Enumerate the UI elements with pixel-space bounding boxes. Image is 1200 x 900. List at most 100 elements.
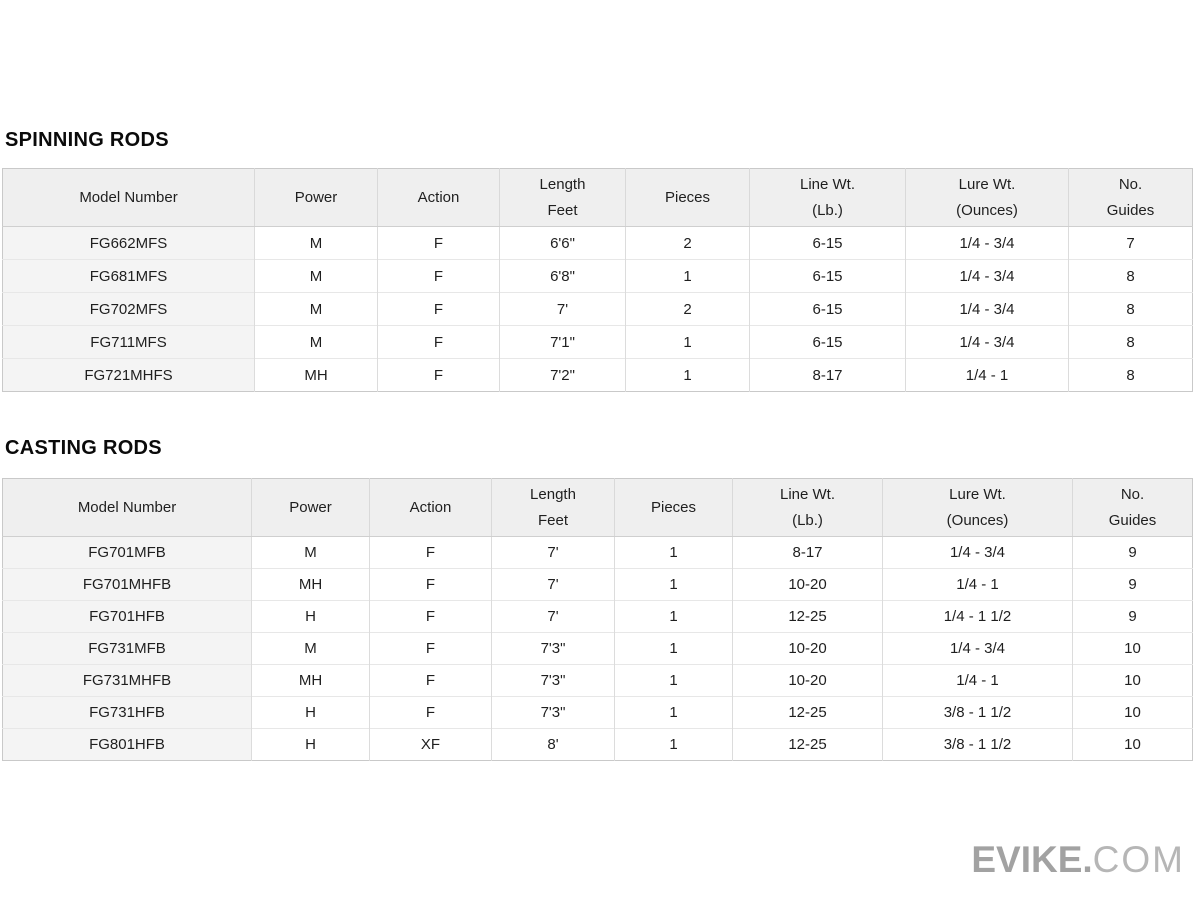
table-cell: FG701HFB (2, 600, 252, 633)
table-cell: M (254, 292, 378, 326)
table-cell: 7'2" (499, 358, 626, 392)
table-cell: 8 (1068, 358, 1193, 392)
table-cell: FG731MHFB (2, 664, 252, 697)
table-cell: 8 (1068, 325, 1193, 359)
casting-rods-title: CASTING RODS (5, 437, 162, 459)
table-cell: F (377, 325, 500, 359)
table-cell: 7' (491, 568, 615, 601)
table-cell: F (369, 568, 492, 601)
table-cell: F (377, 226, 500, 260)
column-header: Pieces (614, 478, 733, 537)
column-header: Length Feet (499, 168, 626, 227)
table-cell: F (377, 358, 500, 392)
spec-table: Model Number Power Action Length Feet Pieces… (2, 168, 1193, 392)
table-row: FG731MFB M F 7'3" 1 10-20 1/4 - 3/4 10 (2, 632, 1193, 665)
table-cell: 12-25 (732, 728, 883, 761)
table-cell: 9 (1072, 536, 1193, 569)
table-cell: 10 (1072, 632, 1193, 665)
table-cell: 6-15 (749, 259, 906, 293)
table-cell: 12-25 (732, 600, 883, 633)
table-cell: FG702MFS (2, 292, 255, 326)
column-header: Model Number (2, 168, 255, 227)
table-cell: 2 (625, 292, 750, 326)
column-header: Pieces (625, 168, 750, 227)
table-cell: 1 (625, 358, 750, 392)
table-cell: 1 (614, 600, 733, 633)
table-cell: 1/4 - 1 (905, 358, 1069, 392)
table-cell: XF (369, 728, 492, 761)
table-cell: 7'3" (491, 664, 615, 697)
table-cell: F (369, 664, 492, 697)
table-cell: FG662MFS (2, 226, 255, 260)
table-cell: 8 (1068, 259, 1193, 293)
evike-watermark: EVIKE.COM (971, 841, 1185, 878)
table-cell: 7'3" (491, 696, 615, 729)
table-cell: 10 (1072, 728, 1193, 761)
table-cell: H (251, 600, 370, 633)
table-row: FG681MFS M F 6'8" 1 6-15 1/4 - 3/4 8 (2, 259, 1193, 293)
table-cell: F (369, 696, 492, 729)
table-row: FG801HFB H XF 8' 1 12-25 3/8 - 1 1/2 10 (2, 728, 1193, 761)
table-cell: 10-20 (732, 664, 883, 697)
table-cell: MH (251, 664, 370, 697)
table-cell: 1/4 - 3/4 (905, 325, 1069, 359)
header-row: Model Number Power Action Length Feet Pieces… (2, 168, 1193, 227)
table-cell: 1 (614, 536, 733, 569)
column-header: Power (251, 478, 370, 537)
table-row: FG711MFS M F 7'1" 1 6-15 1/4 - 3/4 8 (2, 325, 1193, 359)
table-row: FG701MFB M F 7' 1 8-17 1/4 - 3/4 9 (2, 536, 1193, 569)
table-cell: 1 (625, 259, 750, 293)
column-header: Lure Wt. (Ounces) (882, 478, 1073, 537)
table-cell: 6-15 (749, 325, 906, 359)
table-cell: F (377, 292, 500, 326)
table-cell: 1/4 - 3/4 (905, 292, 1069, 326)
table-cell: 7 (1068, 226, 1193, 260)
table-cell: 7' (491, 600, 615, 633)
table-cell: 7'3" (491, 632, 615, 665)
table-cell: 1/4 - 3/4 (882, 632, 1073, 665)
column-header: Action (369, 478, 492, 537)
table-cell: 1/4 - 1 (882, 568, 1073, 601)
casting-rods-table: Model Number Power Action Length Feet Pieces… (2, 478, 1193, 761)
column-header: Power (254, 168, 378, 227)
table-cell: F (369, 536, 492, 569)
table-cell: 1/4 - 3/4 (905, 259, 1069, 293)
table-cell: 10 (1072, 696, 1193, 729)
table-cell: M (254, 325, 378, 359)
table-cell: 6'6" (499, 226, 626, 260)
watermark-light-text: COM (1092, 839, 1185, 880)
table-cell: 1 (614, 728, 733, 761)
table-cell: 8' (491, 728, 615, 761)
table-cell: FG681MFS (2, 259, 255, 293)
column-header: Line Wt. (Lb.) (732, 478, 883, 537)
column-header: Lure Wt. (Ounces) (905, 168, 1069, 227)
table-row: FG731MHFB MH F 7'3" 1 10-20 1/4 - 1 10 (2, 664, 1193, 697)
table-cell: 1 (614, 632, 733, 665)
table-cell: FG731HFB (2, 696, 252, 729)
table-cell: M (254, 259, 378, 293)
table-cell: 10-20 (732, 632, 883, 665)
table-cell: FG721MHFS (2, 358, 255, 392)
spinning-rods-title: SPINNING RODS (5, 129, 169, 151)
watermark-bold-text: EVIKE. (971, 839, 1093, 880)
table-cell: F (369, 632, 492, 665)
column-header: No. Guides (1072, 478, 1193, 537)
table-row: FG731HFB H F 7'3" 1 12-25 3/8 - 1 1/2 10 (2, 696, 1193, 729)
table-cell: MH (254, 358, 378, 392)
table-cell: 1/4 - 1 (882, 664, 1073, 697)
table-cell: 6'8" (499, 259, 626, 293)
table-cell: 3/8 - 1 1/2 (882, 728, 1073, 761)
table-cell: FG801HFB (2, 728, 252, 761)
table-cell: 3/8 - 1 1/2 (882, 696, 1073, 729)
table-row: FG662MFS M F 6'6" 2 6-15 1/4 - 3/4 7 (2, 226, 1193, 260)
column-header: Model Number (2, 478, 252, 537)
table-row: FG701HFB H F 7' 1 12-25 1/4 - 1 1/2 9 (2, 600, 1193, 633)
table-cell: 8 (1068, 292, 1193, 326)
table-cell: FG731MFB (2, 632, 252, 665)
table-cell: F (369, 600, 492, 633)
table-cell: 1 (614, 696, 733, 729)
table-cell: 12-25 (732, 696, 883, 729)
table-cell: 7' (491, 536, 615, 569)
column-header: Length Feet (491, 478, 615, 537)
